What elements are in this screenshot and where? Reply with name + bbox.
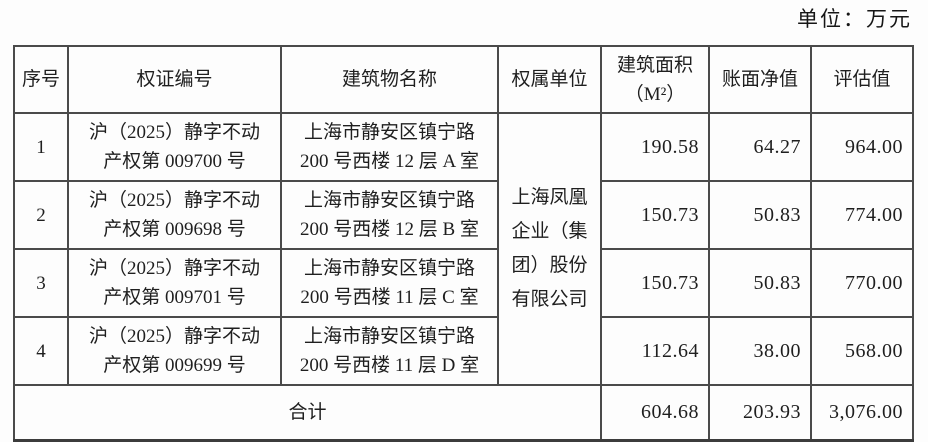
cell-cert: 沪（2025）静字不动 产权第 009699 号 [67,316,282,386]
total-book-value: 203.93 [708,384,812,441]
header-area-line2: （M²） [624,83,686,105]
cell-area: 150.73 [600,248,710,318]
table-total-row: 合计 604.68 203.93 3,076.00 [13,384,914,441]
table-row: 3 沪（2025）静字不动 产权第 009701 号 上海市静安区镇宁路 200… [13,248,914,318]
cell-appraised: 770.00 [810,248,914,318]
cell-cert: 沪（2025）静字不动 产权第 009701 号 [67,248,282,318]
cell-seq: 4 [13,316,69,386]
header-area: 建筑面积 （M²） [600,45,710,114]
cell-area: 150.73 [600,180,710,250]
cell-seq: 3 [13,248,69,318]
cell-cert: 沪（2025）静字不动 产权第 009698 号 [67,180,282,250]
cell-book-value: 50.83 [708,180,812,250]
cell-appraised: 964.00 [810,112,914,182]
cell-building: 上海市静安区镇宁路 200 号西楼 12 层 A 室 [280,112,499,182]
table-row: 1 沪（2025）静字不动 产权第 009700 号 上海市静安区镇宁路 200… [13,112,914,386]
header-appraised: 评估值 [810,45,914,114]
header-area-line1: 建筑面积 [616,54,693,76]
asset-table: 序号 权证编号 建筑物名称 权属单位 建筑面积 （M²） 账面净值 评估值 1 … [13,45,914,442]
header-cert: 权证编号 [67,45,282,114]
cell-seq: 2 [13,180,69,250]
header-owner: 权属单位 [497,45,602,114]
cell-appraised: 568.00 [810,316,914,386]
cell-cert: 沪（2025）静字不动 产权第 009700 号 [67,112,282,182]
unit-label: 单位：万元 [797,7,912,31]
cell-building: 上海市静安区镇宁路 200 号西楼 11 层 C 室 [280,248,499,318]
header-book-value: 账面净值 [708,45,812,114]
cell-book-value: 64.27 [708,112,812,182]
cell-appraised: 774.00 [810,180,914,250]
header-seq: 序号 [13,45,69,114]
table-row: 4 沪（2025）静字不动 产权第 009699 号 上海市静安区镇宁路 200… [13,316,914,386]
cell-building: 上海市静安区镇宁路 200 号西楼 11 层 D 室 [280,316,499,386]
header-building: 建筑物名称 [280,45,499,114]
total-area: 604.68 [600,384,710,441]
total-appraised: 3,076.00 [810,384,914,441]
cell-book-value: 38.00 [708,316,812,386]
table-header-row: 序号 权证编号 建筑物名称 权属单位 建筑面积 （M²） 账面净值 评估值 [13,45,914,114]
cell-book-value: 50.83 [708,248,812,318]
cell-owner: 上海凤凰 企业（集 团）股份 有限公司 [497,112,602,386]
cell-seq: 1 [13,112,69,182]
cell-area: 190.58 [600,112,710,182]
cell-building: 上海市静安区镇宁路 200 号西楼 12 层 B 室 [280,180,499,250]
table-row: 2 沪（2025）静字不动 产权第 009698 号 上海市静安区镇宁路 200… [13,180,914,250]
total-label: 合计 [13,384,602,441]
cell-area: 112.64 [600,316,710,386]
